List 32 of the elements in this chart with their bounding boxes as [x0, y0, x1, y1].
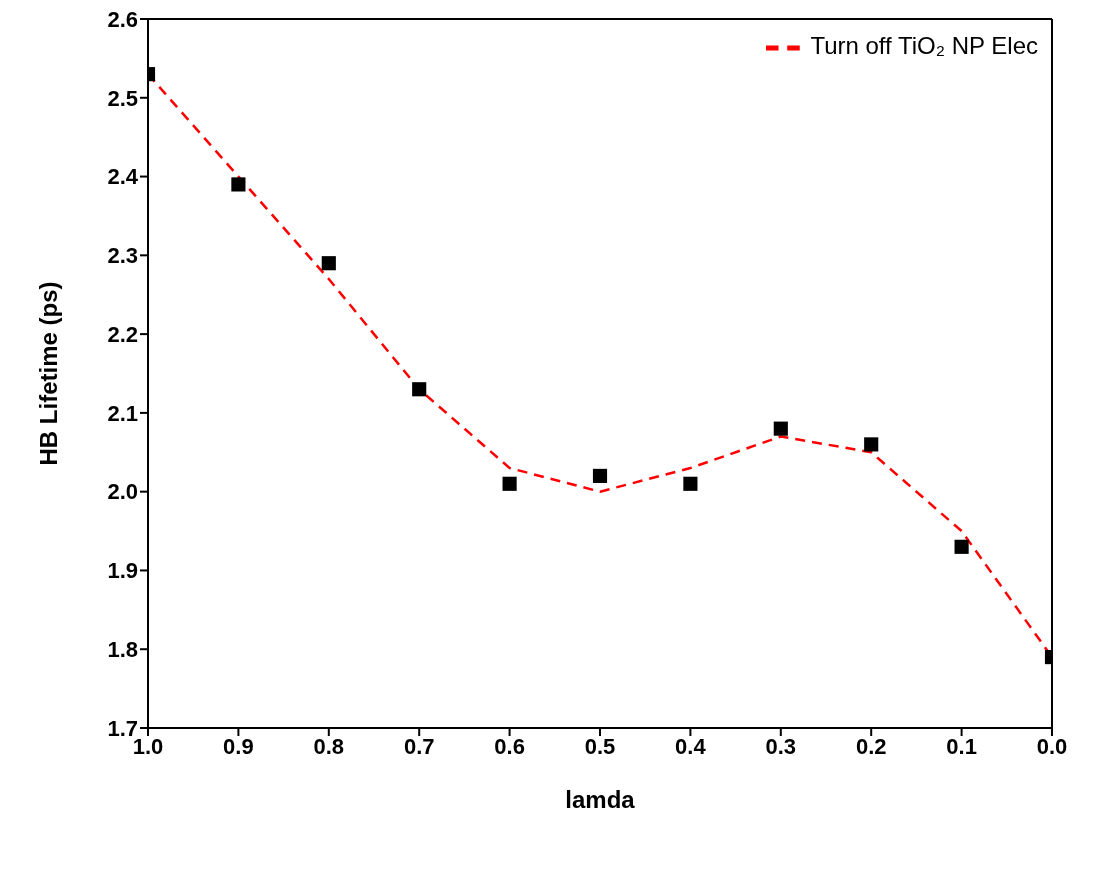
y-tick-label: 2.4: [107, 164, 139, 190]
y-tick-label: 2.0: [107, 479, 138, 505]
y-tick-label: 2.6: [107, 6, 138, 32]
x-tick-label: 0.4: [675, 733, 707, 759]
x-tick-label: 0.0: [1036, 733, 1068, 759]
y-tick-label: 1.8: [107, 637, 138, 663]
point: [412, 382, 427, 397]
x-tick-label: 0.5: [584, 733, 616, 759]
point: [683, 476, 698, 491]
x-tick-label: 0.7: [403, 733, 435, 759]
y-tick-label: 2.3: [107, 243, 138, 269]
y-axis-title: HB Lifetime (ps): [34, 281, 62, 466]
point: [773, 421, 788, 436]
x-tick-label: 0.8: [313, 733, 345, 759]
x-tick-label: 1.0: [132, 733, 164, 759]
x-tick-label: 0.1: [946, 733, 977, 759]
x-axis-title: lamda: [565, 786, 636, 813]
point: [321, 256, 336, 271]
point: [592, 468, 608, 483]
legend-label: Turn off TiO₂ NP Elec: [810, 32, 1038, 60]
x-tick-label: 0.9: [223, 733, 254, 759]
x-tick-label: 0.6: [494, 733, 525, 759]
y-tick-label: 2.2: [107, 321, 138, 347]
x-tick-label: 0.2: [855, 733, 887, 759]
y-tick-label: 1.9: [107, 558, 138, 584]
point: [864, 437, 879, 452]
point: [502, 476, 517, 491]
point: [954, 539, 969, 554]
y-tick-label: 2.1: [107, 400, 138, 426]
y-tick-label: 2.5: [107, 85, 138, 111]
x-tick-label: 0.3: [765, 733, 797, 759]
point: [231, 177, 246, 192]
